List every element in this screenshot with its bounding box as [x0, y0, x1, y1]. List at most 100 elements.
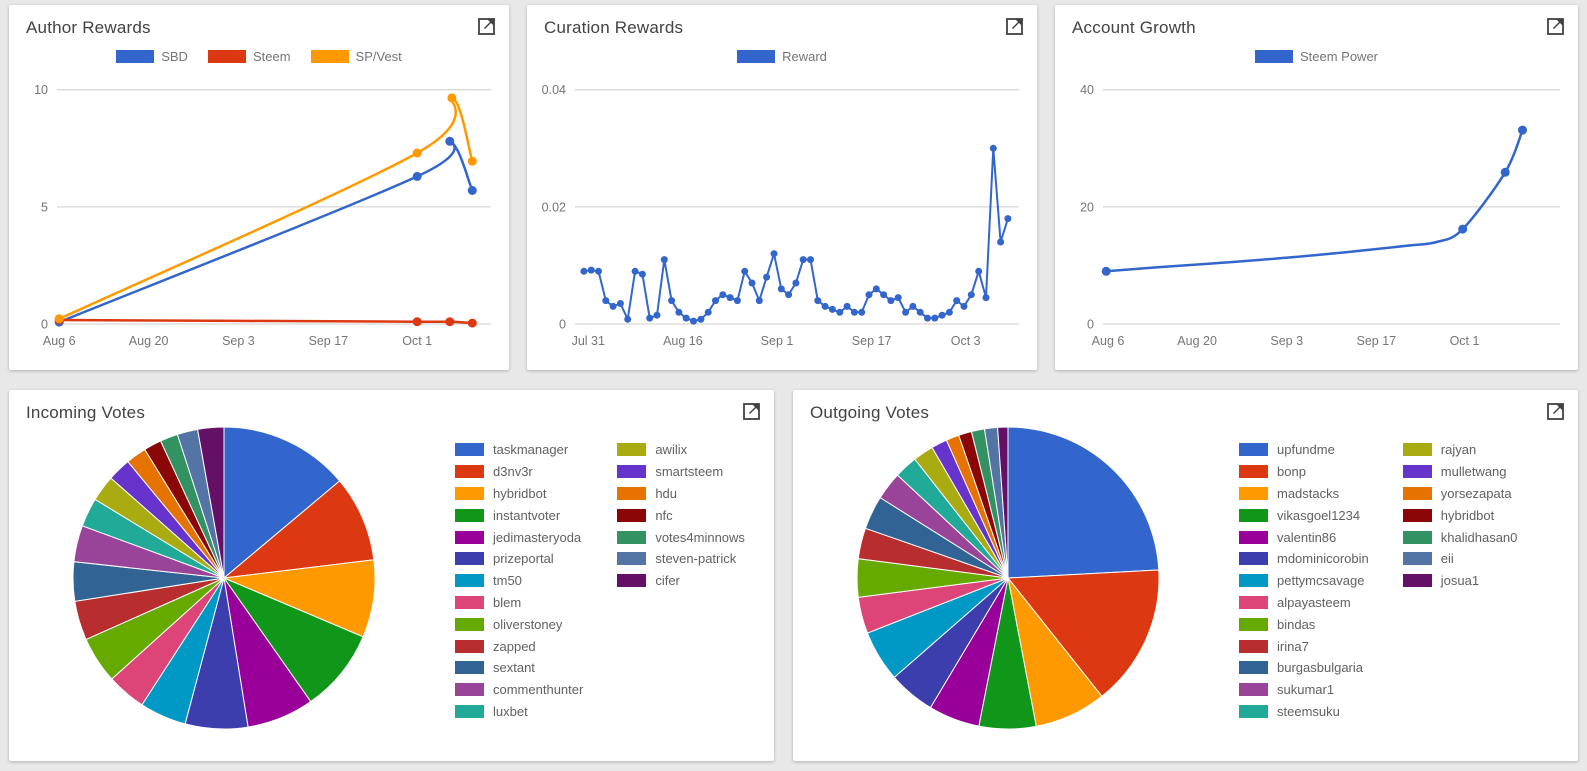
- data-point[interactable]: [850, 308, 858, 316]
- data-point[interactable]: [660, 256, 668, 264]
- data-point[interactable]: [902, 308, 910, 316]
- data-point[interactable]: [997, 238, 1005, 246]
- data-point[interactable]: [1004, 215, 1012, 223]
- data-point[interactable]: [1101, 266, 1111, 276]
- data-point[interactable]: [741, 267, 749, 275]
- data-point[interactable]: [690, 317, 697, 325]
- data-point[interactable]: [836, 308, 844, 316]
- data-point[interactable]: [748, 279, 756, 287]
- data-point[interactable]: [814, 297, 822, 305]
- data-point[interactable]: [755, 297, 763, 305]
- pie-slice-josua1[interactable]: [997, 426, 1009, 579]
- outgoing-votes-chart[interactable]: upfundme bonp madstacks vikasgoel1234 valent…: [793, 423, 1578, 731]
- outgoing-votes-pie[interactable]: [855, 425, 1161, 731]
- data-point[interactable]: [931, 314, 939, 322]
- data-point[interactable]: [880, 291, 888, 299]
- pie-slice-cifer[interactable]: [197, 426, 225, 579]
- data-point[interactable]: [807, 256, 814, 264]
- pie-slice-taskmanager[interactable]: [223, 426, 341, 580]
- data-point[interactable]: [580, 267, 588, 275]
- data-point[interactable]: [697, 315, 705, 323]
- data-point[interactable]: [938, 311, 946, 319]
- data-point[interactable]: [412, 148, 422, 158]
- data-point[interactable]: [447, 93, 457, 103]
- data-point[interactable]: [887, 297, 895, 305]
- data-point[interactable]: [792, 279, 800, 287]
- data-point[interactable]: [467, 156, 477, 166]
- curation-rewards-plot[interactable]: 0 0.02 0.04 Jul 31 Aug 16 Sep 1 Sep 17 Oct 3: [527, 64, 1037, 362]
- data-point[interactable]: [616, 300, 624, 307]
- data-point[interactable]: [653, 311, 661, 319]
- pie-legend: upfundme bonp madstacks vikasgoel1234 valent…: [1239, 439, 1517, 722]
- data-point[interactable]: [960, 302, 968, 310]
- pie-slice-upfundme[interactable]: [1007, 426, 1160, 579]
- data-point[interactable]: [1518, 125, 1527, 135]
- data-point[interactable]: [770, 250, 778, 258]
- data-point[interactable]: [704, 308, 712, 316]
- data-point[interactable]: [682, 314, 690, 322]
- expand-icon[interactable]: [1006, 18, 1023, 35]
- legend-item-votes4minnows: votes4minnows: [617, 526, 745, 548]
- data-point[interactable]: [712, 297, 719, 305]
- data-point[interactable]: [945, 308, 953, 316]
- expand-icon[interactable]: [478, 18, 495, 35]
- data-point[interactable]: [909, 302, 917, 310]
- data-point[interactable]: [595, 267, 602, 275]
- data-point[interactable]: [916, 308, 924, 316]
- account-growth-chart[interactable]: Steem Power 0 20 40 Aug 6 Aug 20 Sep 3 Sep 17 Oc…: [1055, 48, 1578, 367]
- data-point[interactable]: [865, 291, 873, 299]
- data-point[interactable]: [982, 294, 990, 302]
- data-point[interactable]: [894, 294, 902, 302]
- data-point[interactable]: [445, 136, 455, 146]
- data-point[interactable]: [719, 291, 727, 299]
- data-point[interactable]: [828, 305, 836, 313]
- data-point[interactable]: [872, 285, 880, 293]
- data-point[interactable]: [989, 144, 997, 152]
- author-rewards-plot[interactable]: 0 5 10 Aug 6 Aug 20 Sep 3 Sep 17 Oct 1: [9, 64, 509, 362]
- data-point[interactable]: [967, 291, 975, 299]
- data-point[interactable]: [799, 256, 807, 264]
- pie-slice-instantvoter[interactable]: [222, 576, 364, 703]
- data-point[interactable]: [445, 317, 455, 327]
- expand-icon[interactable]: [1547, 18, 1564, 35]
- data-point[interactable]: [668, 297, 676, 305]
- data-point[interactable]: [975, 267, 983, 275]
- pie-slice-d3nv3r[interactable]: [222, 480, 375, 579]
- pie-slice-bonp[interactable]: [1007, 569, 1160, 697]
- expand-icon[interactable]: [1547, 403, 1564, 420]
- data-point[interactable]: [1458, 224, 1468, 234]
- data-point[interactable]: [587, 266, 595, 274]
- data-point[interactable]: [843, 302, 851, 310]
- curation-rewards-chart[interactable]: Reward 0 0.02 0.04 Jul 31 Aug 16 Sep 1 Sep 17 Oc…: [527, 48, 1037, 367]
- data-point[interactable]: [785, 291, 793, 299]
- legend-label: nfc: [655, 507, 673, 523]
- data-point[interactable]: [467, 186, 477, 195]
- incoming-votes-pie[interactable]: [71, 425, 377, 731]
- data-point[interactable]: [675, 308, 683, 316]
- data-point[interactable]: [638, 270, 646, 278]
- data-point[interactable]: [924, 314, 931, 322]
- legend-item-SP/Vest: SP/Vest: [310, 49, 402, 64]
- data-point[interactable]: [777, 285, 785, 293]
- data-point[interactable]: [412, 171, 422, 181]
- data-point[interactable]: [858, 308, 866, 316]
- data-point[interactable]: [467, 318, 477, 328]
- data-point[interactable]: [821, 302, 829, 310]
- data-point[interactable]: [763, 273, 771, 281]
- data-point[interactable]: [602, 297, 610, 305]
- author-rewards-chart[interactable]: SBD Steem SP/Vest 0 5 10 Aug 6 Aug 20 Sep 3 Sep 1…: [9, 48, 509, 367]
- data-point[interactable]: [624, 315, 632, 323]
- data-point[interactable]: [733, 297, 741, 305]
- data-point[interactable]: [609, 302, 617, 310]
- data-point[interactable]: [54, 314, 64, 324]
- data-point[interactable]: [631, 267, 639, 275]
- data-point[interactable]: [953, 297, 961, 305]
- data-point[interactable]: [726, 294, 734, 302]
- expand-icon[interactable]: [743, 403, 760, 420]
- data-point[interactable]: [1500, 167, 1510, 177]
- account-growth-plot[interactable]: 0 20 40 Aug 6 Aug 20 Sep 3 Sep 17 Oct 1: [1055, 64, 1578, 362]
- incoming-votes-chart[interactable]: taskmanager d3nv3r hybridbot instantvoter je…: [9, 423, 774, 731]
- data-point[interactable]: [412, 317, 422, 327]
- data-point[interactable]: [646, 314, 654, 322]
- x-axis-label: Sep 17: [1356, 334, 1396, 348]
